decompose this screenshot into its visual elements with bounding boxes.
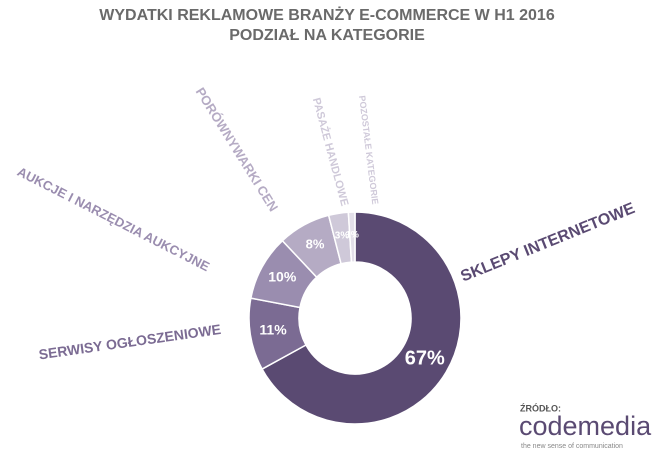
source-label: ŹRÓDŁO:	[520, 402, 561, 413]
chart-title: WYDATKI REKLAMOWE BRANŻY E-COMMERCE W H1…	[99, 6, 555, 24]
source-logo: codemedia	[519, 411, 652, 441]
value-label: 1%	[346, 229, 359, 239]
chart-subtitle: PODZIAŁ NA KATEGORIE	[229, 27, 425, 44]
category-label: PASAŻE HANDLOWE	[310, 96, 351, 207]
value-label: 3%	[335, 231, 350, 242]
value-label: 10%	[268, 269, 297, 285]
value-label: 67%	[405, 348, 445, 370]
value-label: 11%	[259, 322, 287, 338]
category-label: AUKCJE I NARZĘDZIA AUKCYJNE	[15, 164, 212, 274]
donut-slice	[347, 211, 356, 263]
category-label: POZOSTAŁE KATEGORIE	[357, 95, 380, 205]
category-label: PORÓWNYWARKI CEN	[193, 85, 281, 214]
category-label: SERWISY OGŁOSZENIOWE	[38, 321, 222, 362]
source-tagline: the new sense of communication	[521, 443, 623, 450]
value-label: 8%	[306, 237, 325, 252]
donut-slice	[261, 211, 462, 425]
category-label: SKLEPY INTERNETOWE	[458, 200, 637, 286]
